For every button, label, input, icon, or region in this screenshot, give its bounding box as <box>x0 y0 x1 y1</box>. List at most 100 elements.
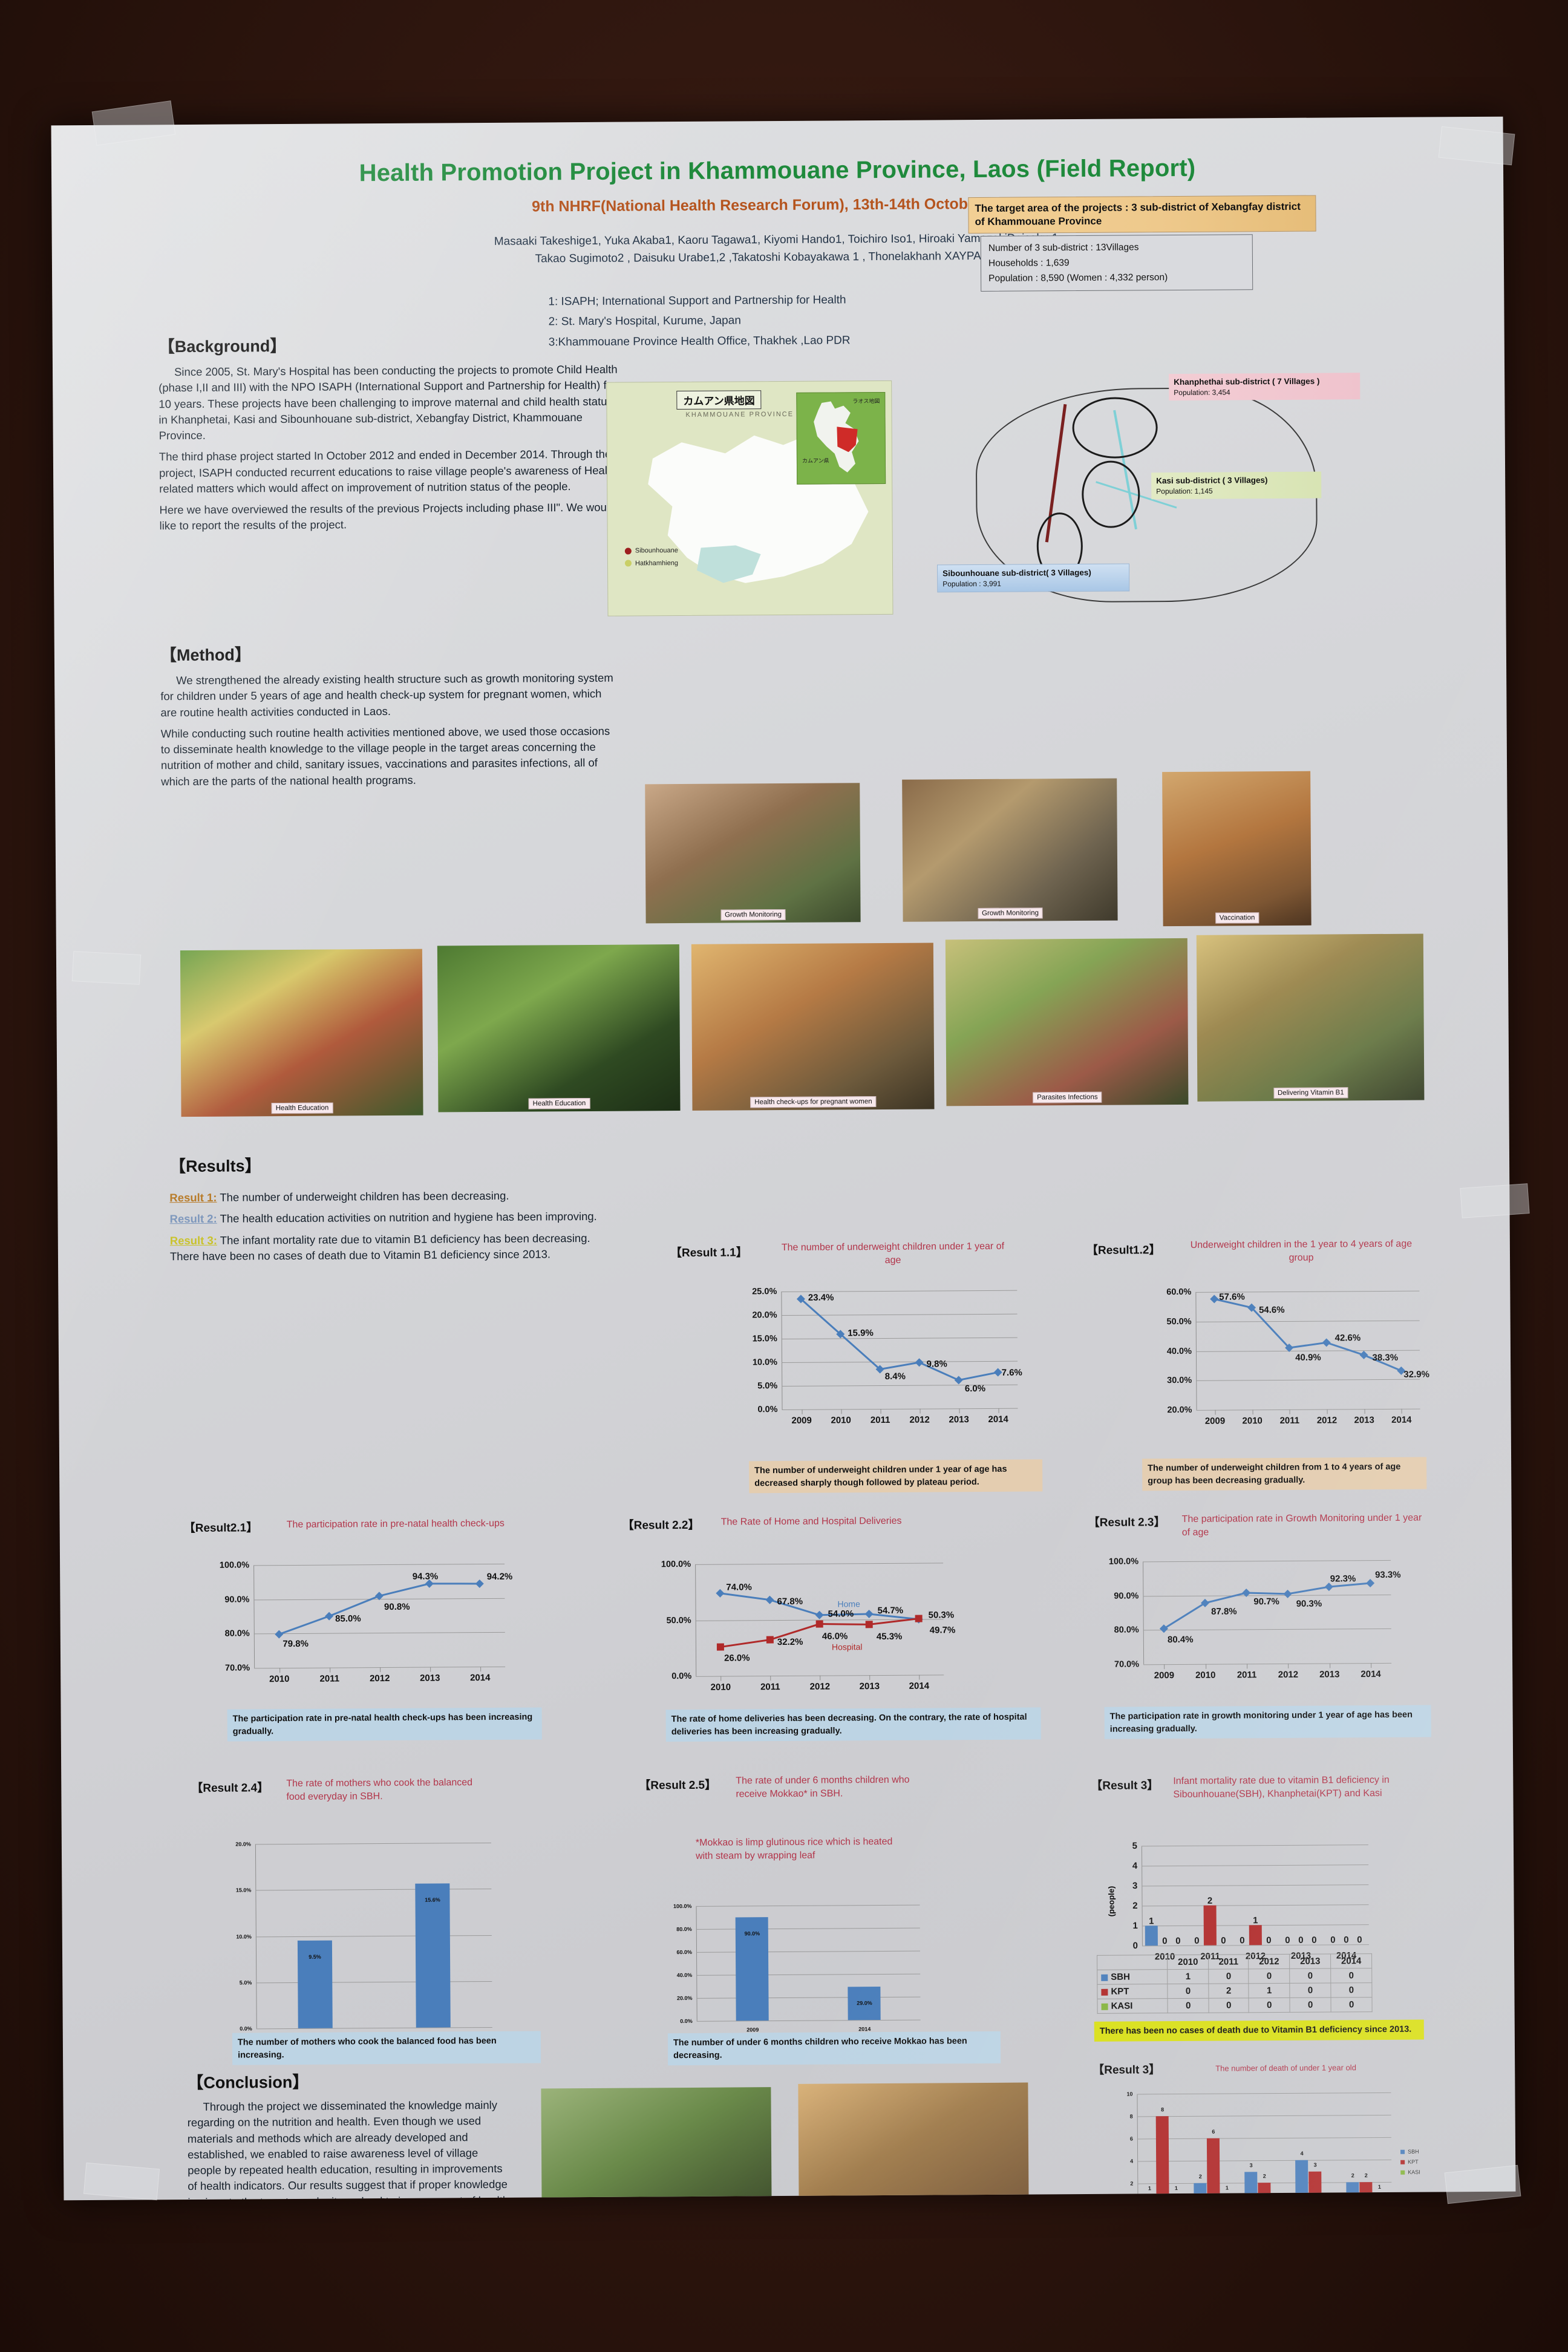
y-axis-tick: 100.0% <box>661 1559 691 1570</box>
gridline <box>1137 2137 1391 2140</box>
data-label: 79.8% <box>283 1639 309 1650</box>
bar <box>414 1883 451 2028</box>
result-3-b1-tag: 【Result 3】 <box>1091 1779 1159 1792</box>
x-tick-mark <box>1164 1664 1165 1670</box>
chart-result-2-2: 0.0% 50.0% 100.0% 2010 2011 2012 2013 2014 74.0%… <box>661 1560 956 1693</box>
background-paragraph-2: The third phase project started In Octob… <box>158 448 617 495</box>
data-label: 74.0% <box>726 1582 752 1593</box>
author-list: Masaaki Takeshige1, Yuka Akaba1, Kaoru T… <box>52 227 1504 272</box>
result-3-b1-caption: There has been no cases of death due to … <box>1094 2019 1424 2042</box>
y-axis-tick: 0.0% <box>240 2025 252 2032</box>
chart-result-2-4: 0.0%5.0%10.0%15.0%20.0%20119.5%201415.6% <box>235 1841 492 2040</box>
bar-value-label: 1 <box>1148 1916 1154 1927</box>
y-axis-tick: 70.0% <box>224 1663 250 1673</box>
result-2-1-title: The participation rate in pre-natal heal… <box>286 1518 505 1530</box>
y-axis-tick: 20.0% <box>752 1310 777 1321</box>
stat-population: Population : 8,590 (Women : 4,332 person… <box>988 272 1168 284</box>
photo-caption: Growth Monitoring <box>720 909 786 921</box>
result-2-5-tag: 【Result 2.5】 <box>639 1779 717 1792</box>
y-axis-tick: 40.0% <box>1166 1346 1192 1356</box>
affiliation-2: 2: St. Mary's Hospital, Kurume, Japan <box>548 314 741 328</box>
data-label: 93.3% <box>1375 1569 1401 1580</box>
data-label: 32.2% <box>777 1637 803 1648</box>
y-axis-tick: 15.0% <box>752 1334 777 1344</box>
legend-entry: KASI <box>1400 2167 1420 2178</box>
gridline <box>1137 2159 1392 2162</box>
y-axis-tick: 0.0% <box>680 2017 693 2025</box>
x-tick-mark <box>430 1667 431 1672</box>
x-axis-tick: 2013 <box>949 1414 969 1425</box>
photo-vaccination: Vaccination <box>1162 771 1312 927</box>
photo-health-education-1: Health Education <box>180 949 423 1117</box>
khanphethai-population: Population: 3,454 <box>1174 388 1230 397</box>
chart-result-3-b1: 0 1 2 3 4 5 2010 1 0 0 2011 0 2 0 2012 0 1 0 2013 0 0 0 2014 0 0… <box>1106 1841 1369 1962</box>
map-title-english: KHAMMOUANE PROVINCE <box>685 410 794 419</box>
x-axis-tick: 2009 <box>1204 1416 1226 1426</box>
khanphethai-label: Khanphethai sub-district ( 7 Villages ) … <box>1169 373 1361 401</box>
x-tick-mark <box>770 1676 771 1681</box>
table-row: SBH 1 0 0 0 0 <box>1097 1968 1372 1985</box>
table-year-header: 2010 <box>1167 1955 1209 1970</box>
data-label: 45.3% <box>876 1632 903 1642</box>
bar-value-label: 0 <box>1357 1935 1362 1945</box>
result-2-3-caption: The participation rate in growth monitor… <box>1104 1705 1431 1739</box>
bar-value-label: 0 <box>1266 1935 1272 1946</box>
bar-value-label: 3 <box>1249 2161 1253 2168</box>
research-poster: Health Promotion Project in Khammouane P… <box>51 116 1516 2201</box>
line-series-layer <box>1159 1579 1375 1633</box>
gridline <box>696 1927 920 1930</box>
legend-entry: KPT <box>1400 2157 1420 2167</box>
x-axis-tick: 2011 <box>1279 1415 1300 1426</box>
conclusion-heading: 【Conclusion】 <box>187 2073 309 2092</box>
data-label: 46.0% <box>822 1631 848 1642</box>
x-axis-tick: 2014 <box>469 1672 491 1684</box>
gridline <box>256 1981 492 1984</box>
table-cell: 0 <box>1249 1998 1290 2013</box>
table-cell: 0 <box>1290 1997 1331 2013</box>
result-2-4-caption: The number of mothers who cook the balan… <box>232 2031 541 2065</box>
conclusion-body: Through the project we disseminated the … <box>187 2098 509 2201</box>
result-2-2-caption: The rate of home deliveries has been dec… <box>665 1707 1041 1742</box>
y-axis-tick: 2 <box>1130 2180 1134 2187</box>
photo-delivering-vitamin-b1: Delivering Vitamin B1 <box>1196 933 1425 1102</box>
y-axis-tick: 90.0% <box>224 1595 250 1605</box>
y-axis-tick: 20.0% <box>1167 1405 1192 1416</box>
method-heading: 【Method】 <box>160 645 251 665</box>
chart-result-2-3: 70.0% 80.0% 90.0% 100.0% 2009 2010 2011 2012 201… <box>1109 1557 1401 1681</box>
kasi-population: Population: 1,145 <box>1156 486 1213 496</box>
table-cell: 0 <box>1331 1997 1373 2012</box>
table-row: KASI 0 0 0 0 0 <box>1097 1997 1373 2014</box>
table-row-label: KASI <box>1097 1998 1168 2014</box>
sibounhouane-name: Sibounhouane sub-district( 3 Villages) <box>942 567 1091 578</box>
bar-value-label: 1 <box>1225 2184 1229 2191</box>
bar <box>1206 2138 1220 2201</box>
x-tick-mark <box>1288 1663 1289 1668</box>
bar-value-label: 0 <box>1221 1935 1226 1946</box>
bar-value-label: 0 <box>1175 1936 1181 1947</box>
y-axis-tick: 100.0% <box>219 1560 250 1570</box>
gridline <box>696 1904 920 1907</box>
y-axis-tick: 80.0% <box>1114 1625 1139 1636</box>
x-axis-tick: 2010 <box>710 1682 731 1693</box>
x-axis-tick: 2011 <box>1236 1670 1257 1681</box>
gridline <box>696 1973 921 1976</box>
data-label: 87.8% <box>1211 1606 1237 1617</box>
bar-value-label: 6 <box>1212 2128 1215 2135</box>
map-title-japanese: カムアン県地図 <box>676 390 762 410</box>
y-axis-tick: 10.0% <box>236 1933 252 1940</box>
result-2-5-title: The rate of under 6 months children who … <box>736 1774 910 1800</box>
photo-growth-monitoring-1: Growth Monitoring <box>645 783 861 924</box>
legend-sibounhouane: Sibounhouane <box>624 544 678 557</box>
table-row-label: SBH <box>1097 1969 1168 1985</box>
result-item-2: Result 2: The health education activitie… <box>170 1209 606 1227</box>
y-axis-tick: 70.0% <box>1114 1659 1140 1670</box>
legend-swatch-icon <box>1400 2160 1405 2165</box>
y-axis-tick: 0 <box>1132 1940 1138 1951</box>
page-title: Health Promotion Project in Khammouane P… <box>359 154 1196 187</box>
x-tick-mark <box>720 1676 722 1681</box>
sub-district-map: Khanphethai sub-district ( 7 Villages ) … <box>937 359 1379 634</box>
photo-growth-monitoring-2: Growth Monitoring <box>902 778 1118 922</box>
map-legend: Sibounhouane Hatkhamhieng <box>624 544 678 570</box>
gridline <box>696 1996 921 1999</box>
y-axis-tick: 6 <box>1129 2135 1133 2142</box>
